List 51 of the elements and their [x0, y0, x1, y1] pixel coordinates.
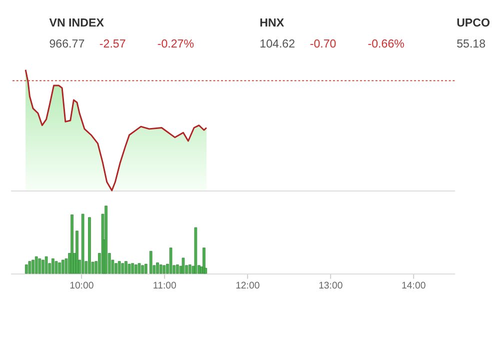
- bar: [88, 217, 91, 274]
- bar: [194, 227, 198, 274]
- bar: [131, 263, 134, 274]
- bar: [104, 206, 108, 274]
- bar: [58, 262, 61, 274]
- text: HNX: [260, 17, 284, 30]
- text: -0.27%: [157, 38, 194, 51]
- bar: [42, 260, 44, 274]
- bar: [124, 261, 128, 274]
- text: -0.70: [310, 38, 336, 51]
- bar: [159, 264, 162, 274]
- bar: [188, 264, 192, 274]
- bar: [38, 258, 42, 274]
- bar: [24, 264, 28, 274]
- bar: [118, 261, 121, 274]
- bar: [156, 262, 159, 274]
- bar: [32, 260, 34, 274]
- bar: [182, 258, 185, 274]
- text: UPCO: [456, 17, 490, 30]
- x-tick-label: 14:00: [402, 280, 426, 292]
- bar: [144, 264, 148, 274]
- bar: [149, 251, 152, 274]
- bar: [138, 263, 141, 274]
- bar: [52, 258, 54, 274]
- x-tick-label: 10:00: [70, 280, 94, 292]
- bar: [169, 248, 172, 274]
- text: -0.66%: [368, 38, 404, 51]
- bar: [81, 214, 84, 274]
- bar: [54, 261, 58, 274]
- bar: [114, 263, 118, 274]
- bar: [28, 261, 32, 274]
- x-tick-label: 11:00: [152, 280, 176, 292]
- bar: [62, 260, 64, 274]
- text: VN INDEX: [49, 17, 104, 30]
- text: 104.62: [260, 38, 296, 51]
- bar: [121, 263, 124, 274]
- bar: [128, 264, 131, 274]
- bar: [76, 230, 78, 274]
- bar: [162, 265, 166, 274]
- bar: [134, 264, 138, 274]
- bar: [34, 256, 38, 274]
- bar: [44, 256, 48, 274]
- bar: [141, 265, 144, 274]
- x-tick-label: 13:00: [318, 280, 343, 292]
- text: 55.18: [456, 38, 486, 51]
- bar: [70, 214, 74, 274]
- bar: [202, 248, 206, 274]
- text: -2.57: [99, 38, 126, 51]
- bar: [176, 264, 179, 274]
- x-tick-label: 12:00: [236, 280, 260, 292]
- text: 966.77: [49, 38, 85, 51]
